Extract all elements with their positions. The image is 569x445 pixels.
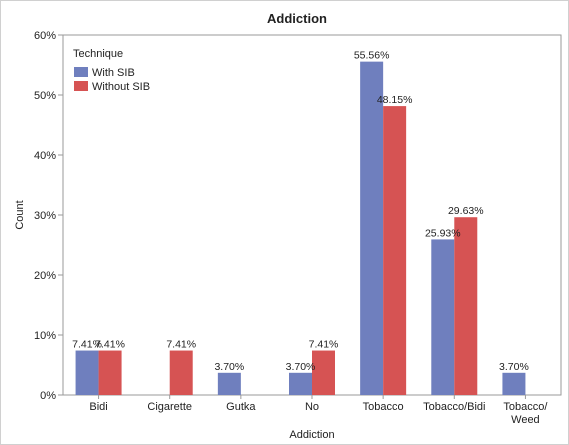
legend-entry-label: With SIB (92, 67, 135, 79)
y-tick-label: 30% (34, 210, 56, 222)
bar-without-sib (98, 350, 122, 395)
bar-without-sib (454, 217, 478, 395)
y-tick-label: 0% (40, 390, 56, 402)
bar-with-sib (431, 239, 455, 395)
bar-without-sib (169, 350, 193, 395)
x-tick-label-line: No (305, 401, 319, 413)
bar-with-sib (289, 372, 312, 395)
bar-value-label: 29.63% (448, 205, 484, 217)
x-tick-label: Gutka (226, 401, 256, 413)
x-axis: Bidi Cigarette Gutka No Tobacco Tobacco/Bidi T… (89, 395, 548, 426)
y-axis: 0% 10% 20% 30% 40% 50% 60% (34, 30, 63, 402)
bar-value-label: 3.70% (286, 361, 316, 373)
y-tick-label: 50% (34, 90, 56, 102)
bar-value-label: 7.41% (72, 339, 102, 351)
bar-with-sib (75, 350, 99, 395)
bar-value-label: 48.15% (377, 94, 413, 106)
bar-without-sib (383, 106, 407, 395)
x-tick-label-line: Cigarette (147, 401, 192, 413)
plot-area (62, 34, 562, 396)
legend-entry-label: Without SIB (92, 81, 150, 93)
y-axis-label: Count (14, 200, 26, 229)
x-axis-label: Addiction (289, 429, 334, 441)
y-tick-label: 10% (34, 330, 56, 342)
x-tick-label: Tobacco/Weed (503, 401, 548, 426)
legend-swatch (74, 67, 88, 77)
bar-value-label: 3.70% (499, 361, 529, 373)
chart-title: Addiction (267, 11, 327, 26)
bar-value-label: 55.56% (354, 50, 390, 62)
bars-layer (75, 61, 526, 395)
bar-value-label: 25.93% (425, 227, 461, 239)
y-tick-label: 20% (34, 270, 56, 282)
y-tick-label: 60% (34, 30, 56, 42)
x-tick-label-line: Tobacco/Bidi (423, 401, 485, 413)
legend: Technique With SIB Without SIB (73, 48, 150, 93)
bar-with-sib (217, 372, 241, 395)
x-tick-label: Cigarette (147, 401, 192, 413)
legend-title: Technique (73, 48, 123, 60)
bar-with-sib (360, 61, 384, 395)
x-tick-label-line: Bidi (89, 401, 107, 413)
x-tick-label-line: Gutka (226, 401, 256, 413)
bar-value-label: 7.41% (166, 339, 196, 351)
bar-value-label: 7.41% (95, 339, 125, 351)
x-tick-label-line: Weed (511, 414, 540, 426)
x-tick-label: Tobacco/Bidi (423, 401, 485, 413)
bar-without-sib (312, 350, 335, 395)
x-tick-label: Bidi (89, 401, 107, 413)
bar-labels-layer: 7.41%7.41% 7.41%3.70% 3.70%7.41%55.56%48.1… (72, 50, 529, 373)
x-tick-label: No (305, 401, 319, 413)
x-tick-label-line: Tobacco/ (503, 401, 548, 413)
bar-value-label: 7.41% (309, 339, 339, 351)
legend-swatch (74, 81, 88, 91)
x-tick-label-line: Tobacco (363, 401, 404, 413)
bar-value-label: 3.70% (214, 361, 244, 373)
bar-with-sib (502, 372, 526, 395)
x-tick-label: Tobacco (363, 401, 404, 413)
y-tick-label: 40% (34, 150, 56, 162)
